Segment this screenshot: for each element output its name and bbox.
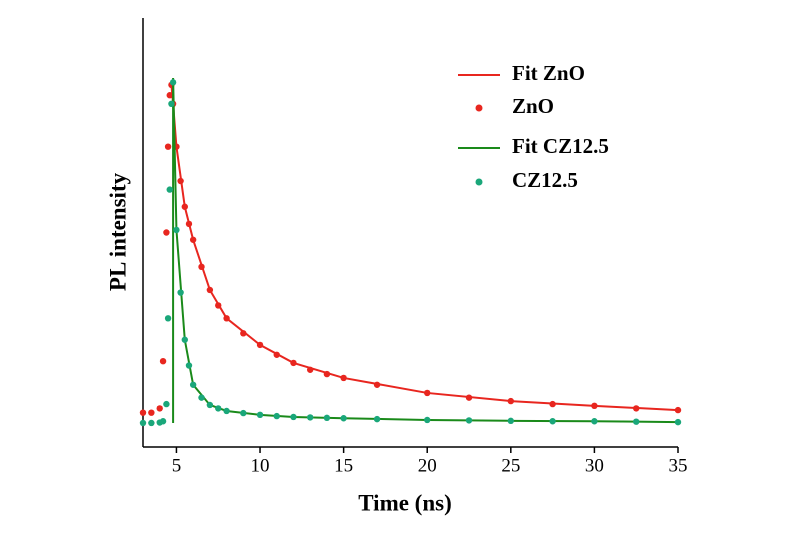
data-point xyxy=(139,409,147,416)
data-point xyxy=(164,143,172,150)
data-point xyxy=(591,402,598,410)
data-point xyxy=(215,405,222,412)
data-point xyxy=(424,416,431,424)
data-point xyxy=(166,186,173,193)
data-point xyxy=(215,302,222,309)
data-point xyxy=(340,374,347,382)
x-tick-label: 15 xyxy=(334,455,353,476)
data-point xyxy=(306,366,314,373)
data-point xyxy=(465,417,473,424)
data-point xyxy=(189,381,197,388)
data-point xyxy=(240,330,247,337)
data-point xyxy=(206,286,214,294)
data-point xyxy=(674,406,682,414)
data-point xyxy=(156,405,163,412)
data-point xyxy=(173,226,180,234)
data-point xyxy=(169,79,177,86)
data-point xyxy=(507,397,515,405)
data-point xyxy=(168,100,175,108)
legend-text: Fit CZ12.5 xyxy=(512,134,609,158)
data-point xyxy=(633,405,640,412)
data-point xyxy=(189,236,197,243)
data-point xyxy=(674,418,682,426)
data-point xyxy=(549,418,556,425)
fit-line xyxy=(172,78,679,424)
data-point xyxy=(185,220,193,228)
data-point xyxy=(273,351,280,358)
x-tick-label: 35 xyxy=(669,455,688,476)
data-point xyxy=(177,289,184,296)
data-point xyxy=(223,315,230,322)
data-point xyxy=(507,417,515,425)
data-point xyxy=(306,414,314,421)
data-point xyxy=(633,418,640,425)
data-point xyxy=(181,203,188,210)
data-point xyxy=(323,414,331,422)
data-point xyxy=(290,413,297,421)
legend-text: Fit ZnO xyxy=(512,61,585,85)
legend-marker xyxy=(475,104,483,112)
data-point xyxy=(323,370,331,378)
legend-text: ZnO xyxy=(512,94,554,118)
data-point xyxy=(240,409,247,417)
data-point xyxy=(177,177,184,185)
data-point xyxy=(206,401,214,409)
data-point xyxy=(163,400,170,408)
data-point xyxy=(148,419,155,427)
data-point xyxy=(139,419,147,427)
data-point xyxy=(159,358,167,365)
data-point xyxy=(424,389,431,397)
data-point xyxy=(198,394,205,401)
legend-text: CZ12.5 xyxy=(512,168,578,192)
data-point xyxy=(164,315,172,322)
data-point xyxy=(549,400,556,408)
data-point xyxy=(290,359,297,367)
x-tick-label: 5 xyxy=(172,455,182,476)
data-point xyxy=(185,362,193,369)
x-axis-title: Time (ns) xyxy=(358,490,452,515)
data-point xyxy=(256,411,264,419)
data-point xyxy=(256,341,264,349)
data-point xyxy=(148,409,155,416)
data-point xyxy=(465,394,473,401)
data-point xyxy=(373,381,381,388)
data-point xyxy=(373,415,381,423)
x-tick-label: 30 xyxy=(585,455,604,476)
data-point xyxy=(223,407,230,415)
data-point xyxy=(273,412,280,420)
data-point xyxy=(198,263,205,271)
data-point xyxy=(159,418,167,425)
data-point xyxy=(166,92,173,99)
x-tick-label: 25 xyxy=(501,455,520,476)
data-point xyxy=(181,336,188,343)
legend-marker xyxy=(475,178,483,186)
x-tick-label: 20 xyxy=(418,455,437,476)
x-tick-label: 10 xyxy=(251,455,270,476)
y-axis-title: PL intensity xyxy=(105,172,130,291)
data-point xyxy=(163,229,170,236)
data-point xyxy=(340,415,347,422)
data-point xyxy=(591,418,598,425)
